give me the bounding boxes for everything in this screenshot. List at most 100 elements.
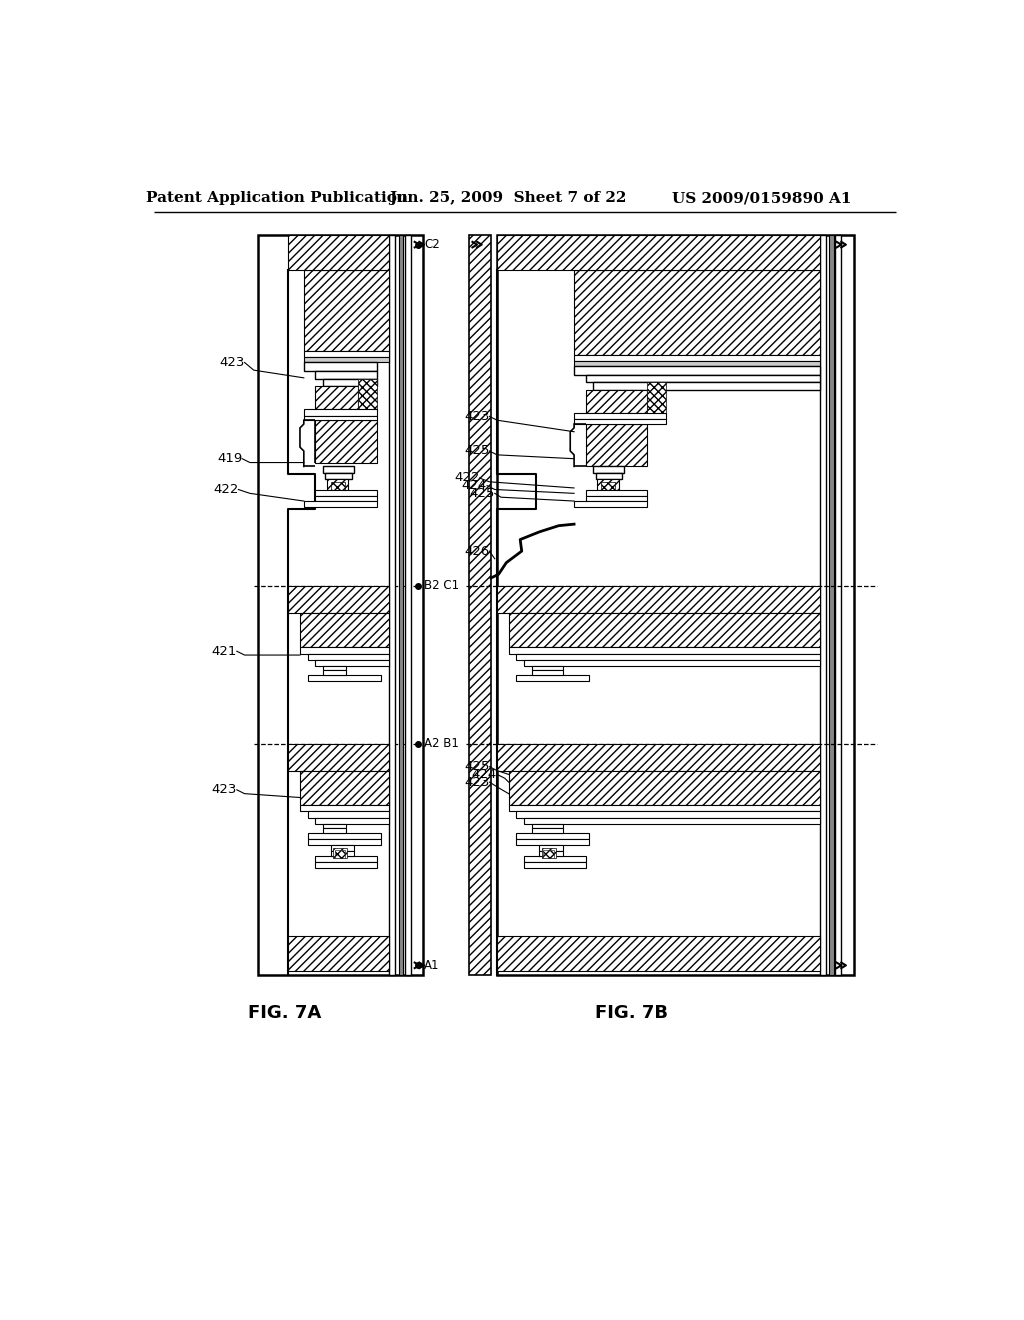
Bar	[323, 829, 346, 833]
Bar	[597, 479, 618, 490]
Bar	[497, 743, 819, 771]
Bar	[836, 235, 842, 974]
Bar	[574, 413, 667, 420]
Bar	[524, 862, 586, 869]
Bar	[331, 845, 354, 850]
Bar	[524, 817, 819, 824]
Bar	[304, 409, 377, 416]
Bar	[509, 771, 819, 805]
Bar	[304, 271, 388, 351]
Bar	[289, 235, 388, 271]
Text: 423: 423	[464, 776, 489, 788]
Text: 426: 426	[464, 545, 489, 557]
Bar	[531, 665, 562, 671]
Bar	[315, 660, 388, 665]
Bar	[586, 391, 647, 413]
Bar	[315, 371, 377, 379]
Bar	[357, 379, 377, 417]
Bar	[593, 383, 819, 391]
Bar	[315, 420, 377, 462]
Text: Patent Application Publication: Patent Application Publication	[145, 191, 408, 206]
Bar	[497, 235, 819, 271]
Bar	[323, 379, 377, 387]
Bar	[574, 271, 819, 355]
Bar	[398, 235, 403, 974]
Bar	[300, 771, 388, 805]
Text: C2: C2	[424, 238, 439, 251]
Text: US 2009/0159890 A1: US 2009/0159890 A1	[672, 191, 852, 206]
Text: 419: 419	[217, 453, 243, 465]
Bar	[315, 490, 377, 496]
Bar	[327, 479, 348, 490]
Bar	[544, 850, 554, 858]
Bar	[586, 490, 647, 496]
Bar	[404, 235, 411, 974]
Bar	[388, 235, 394, 974]
Bar	[497, 936, 819, 970]
Bar	[601, 482, 614, 492]
Bar	[531, 824, 562, 829]
Text: 423: 423	[464, 409, 489, 422]
Bar	[531, 829, 562, 833]
Text: 422: 422	[454, 471, 479, 484]
Text: 424: 424	[472, 768, 497, 781]
Bar	[315, 855, 377, 862]
Bar	[574, 366, 819, 375]
Text: 423: 423	[219, 356, 245, 370]
Bar	[516, 675, 590, 681]
Text: FIG. 7A: FIG. 7A	[248, 1005, 322, 1022]
Text: 425: 425	[464, 445, 489, 458]
Bar	[516, 812, 819, 817]
Bar	[304, 351, 388, 358]
Text: 421: 421	[211, 644, 237, 657]
Bar	[300, 805, 388, 812]
Bar	[586, 496, 647, 502]
Bar	[516, 833, 590, 840]
Bar	[315, 817, 388, 824]
Text: A1: A1	[424, 958, 439, 972]
Bar	[300, 647, 388, 653]
Bar	[524, 855, 586, 862]
Bar	[819, 235, 826, 974]
Bar	[574, 420, 667, 424]
Bar	[304, 358, 388, 362]
Bar	[497, 235, 854, 974]
Bar	[315, 387, 357, 409]
Bar	[323, 824, 346, 829]
Bar	[540, 845, 562, 850]
Bar	[829, 235, 834, 974]
Bar	[323, 671, 346, 675]
Bar	[300, 612, 388, 647]
Bar	[540, 850, 562, 855]
Bar	[307, 812, 388, 817]
Text: 425: 425	[469, 487, 495, 500]
Bar	[516, 840, 590, 845]
Bar	[516, 653, 819, 660]
Bar	[323, 665, 346, 671]
Text: 425: 425	[464, 760, 489, 774]
Bar	[315, 496, 377, 502]
Bar	[647, 383, 667, 421]
Bar	[331, 482, 345, 496]
Bar	[304, 416, 377, 420]
Bar	[593, 466, 625, 473]
Bar	[509, 805, 819, 812]
Bar	[307, 840, 381, 845]
Bar	[524, 660, 819, 665]
Text: FIG. 7B: FIG. 7B	[595, 1005, 668, 1022]
Text: 424: 424	[462, 479, 487, 492]
Text: B2 C1: B2 C1	[424, 579, 459, 593]
Bar	[586, 424, 647, 466]
Bar	[574, 502, 647, 507]
Bar	[304, 362, 377, 371]
Text: 423: 423	[211, 783, 237, 796]
Bar	[531, 671, 562, 675]
Bar	[304, 502, 377, 507]
Bar	[574, 360, 819, 366]
Bar	[469, 235, 490, 974]
Bar	[315, 862, 377, 869]
Bar	[509, 647, 819, 653]
Bar	[323, 466, 354, 473]
Bar	[289, 936, 388, 970]
Bar	[326, 473, 351, 479]
